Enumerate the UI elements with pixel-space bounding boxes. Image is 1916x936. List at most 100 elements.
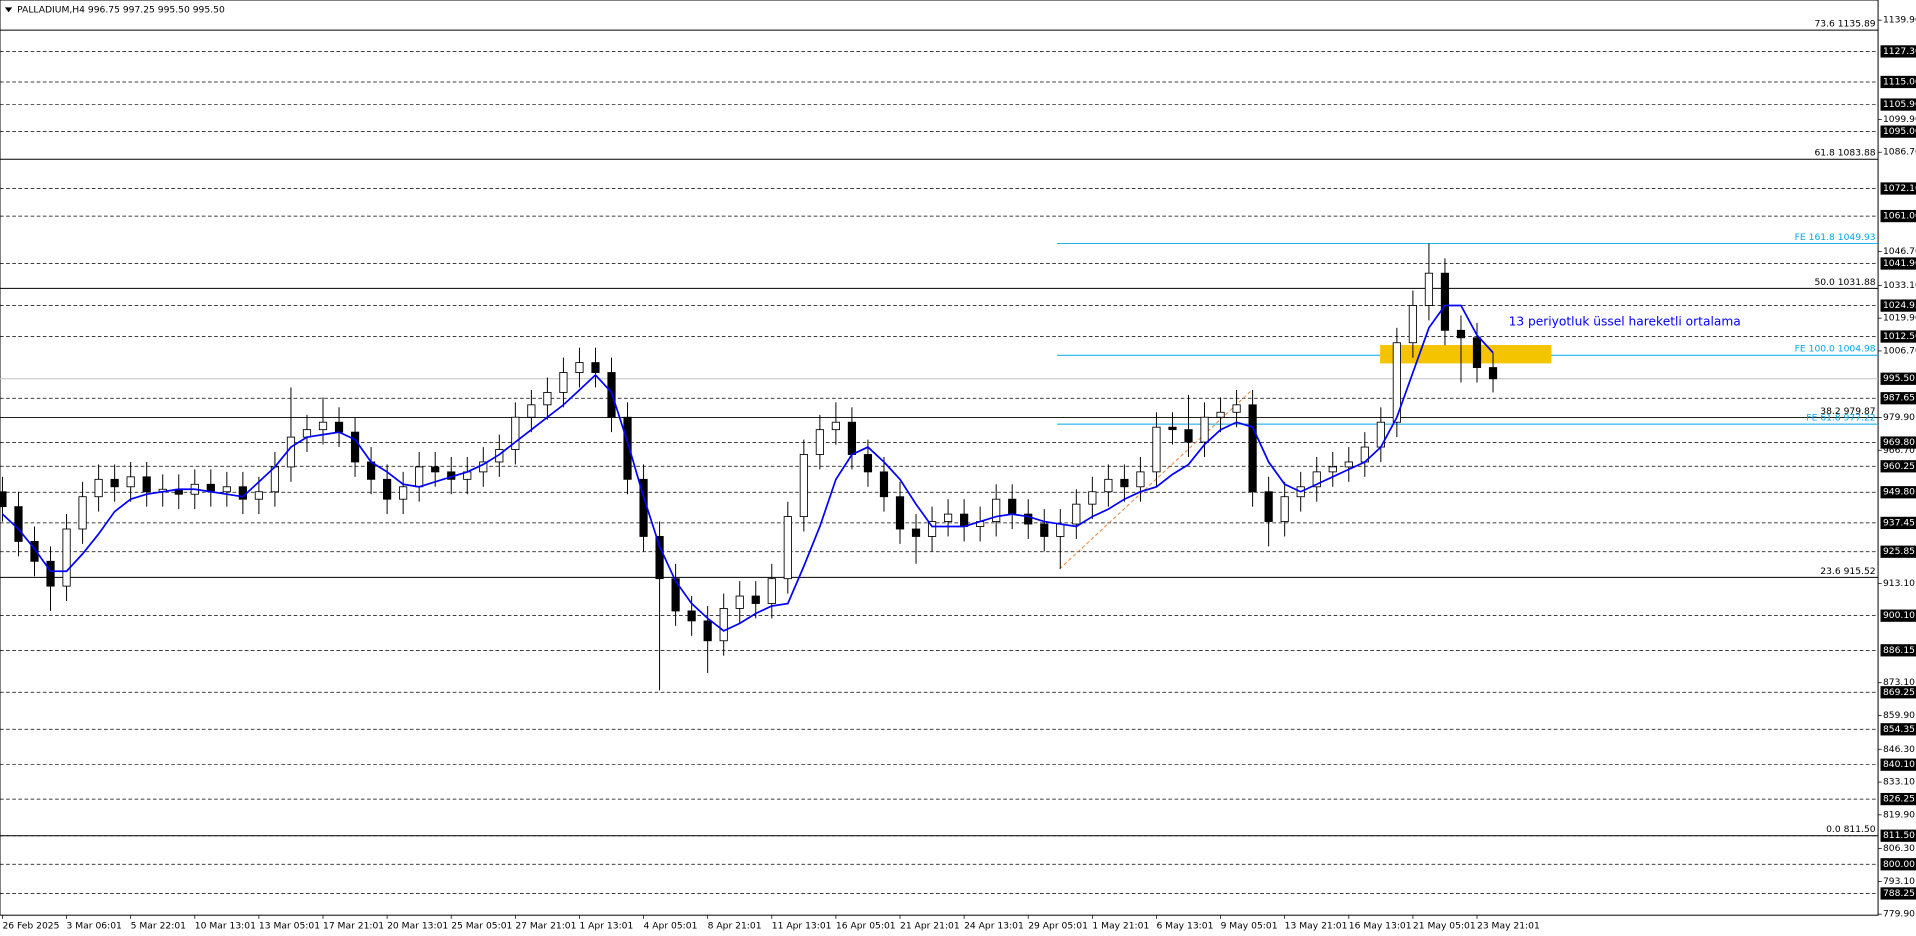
candle-body xyxy=(735,595,744,609)
candle-body xyxy=(783,516,792,580)
candle-body xyxy=(719,608,728,642)
candle-body xyxy=(863,454,873,473)
candle-body xyxy=(1024,513,1033,525)
candle-body xyxy=(623,416,632,480)
level-box xyxy=(1880,209,1916,223)
candle-body xyxy=(767,578,776,604)
level-box xyxy=(1880,257,1916,270)
candle-body xyxy=(1248,404,1257,493)
x-tick-label: 26 Feb 2025 xyxy=(2,921,59,932)
level-box xyxy=(1880,45,1916,58)
candle-body xyxy=(1056,523,1065,537)
level-box xyxy=(1880,792,1916,806)
candle-body xyxy=(286,436,296,468)
candle-body xyxy=(399,486,408,500)
level-box xyxy=(1880,545,1916,558)
y-tick-label: 1046.70 xyxy=(1883,246,1916,257)
level-label: 1041.90 xyxy=(1883,258,1916,269)
candle-body xyxy=(1216,411,1225,418)
candle-body xyxy=(14,506,23,542)
x-tick-label: 10 Mar 13:01 xyxy=(195,921,256,932)
candle-body xyxy=(334,421,344,433)
level-label: 869.25 xyxy=(1883,687,1915,698)
y-tick-label: 873.10 xyxy=(1883,677,1915,688)
x-tick-label: 16 Apr 05:01 xyxy=(836,921,896,932)
x-tick-label: 24 Apr 13:01 xyxy=(964,921,1024,932)
candle-body xyxy=(350,431,360,463)
y-tick-label: 1006.70 xyxy=(1883,345,1916,356)
candle-body xyxy=(895,496,905,530)
candle-body xyxy=(1120,478,1129,488)
level-box xyxy=(1880,330,1916,343)
marks xyxy=(0,243,1498,691)
level-box xyxy=(1880,858,1916,871)
level-label: 987.65 xyxy=(1883,393,1915,404)
level-box xyxy=(1880,609,1916,622)
candle-body xyxy=(94,478,103,498)
level-box xyxy=(1880,686,1916,699)
x-tick-label: 17 Mar 21:01 xyxy=(323,921,384,932)
candle-body xyxy=(270,466,280,493)
candle-body xyxy=(543,391,552,406)
level-label: 1072.10 xyxy=(1883,183,1916,194)
y-tick-label: 979.90 xyxy=(1883,412,1915,423)
candle-body xyxy=(671,578,680,612)
level-box xyxy=(1880,516,1916,530)
level-label: 811.50 xyxy=(1883,830,1915,841)
candle-body xyxy=(1136,471,1145,488)
candle-body xyxy=(1456,329,1466,339)
candle-body xyxy=(1280,496,1289,522)
x-tick-label: 1 Apr 13:01 xyxy=(579,921,633,932)
price-label: 995.50 xyxy=(1883,373,1915,384)
x-tick-label: 13 Mar 05:01 xyxy=(259,921,320,932)
x-tick-label: 23 May 21:01 xyxy=(1477,921,1540,932)
candle-body xyxy=(1424,272,1434,306)
fib-label: 38.2 979.87 xyxy=(1820,406,1876,417)
level-box xyxy=(1880,887,1916,900)
fib-label: 73.6 1135.89 xyxy=(1814,18,1875,29)
candle-body xyxy=(1232,404,1241,413)
candle-body xyxy=(1168,426,1177,431)
menu-icon xyxy=(4,7,13,13)
fib-label: 23.6 915.52 xyxy=(1820,566,1875,577)
y-tick-label: 819.90 xyxy=(1883,809,1915,820)
candle-body xyxy=(1328,466,1337,473)
level-label: 886.15 xyxy=(1883,645,1915,656)
candle-body xyxy=(1008,498,1017,515)
candle-body xyxy=(110,478,119,488)
y-tick-label: 1099.90 xyxy=(1883,114,1916,125)
fe-label: FE 100.0 1004.98 xyxy=(1795,344,1876,355)
candle-body xyxy=(1440,272,1450,331)
level-box xyxy=(1880,98,1916,111)
candle-body xyxy=(254,491,263,500)
grid: 1139.90 1099.90 1086.70 1046.70 1033.10 1019.… xyxy=(0,15,1916,932)
candle-body xyxy=(46,560,55,587)
y-tick-label: 1086.70 xyxy=(1883,147,1916,158)
y-tick-label: 779.90 xyxy=(1883,909,1915,920)
candle-body xyxy=(847,421,857,455)
fib-label: 0.0 811.50 xyxy=(1826,824,1876,835)
x-tick-label: 29 Apr 05:01 xyxy=(1028,921,1088,932)
y-tick-label: 859.90 xyxy=(1883,710,1915,721)
y-tick-label: 1139.90 xyxy=(1883,15,1916,26)
level-label: 826.25 xyxy=(1883,794,1915,805)
level-label: 1127.30 xyxy=(1883,46,1916,57)
candle-body xyxy=(879,471,889,498)
x-tick-label: 21 Apr 21:01 xyxy=(900,921,960,932)
candle-body xyxy=(751,595,760,604)
candle-body xyxy=(927,521,937,537)
level-label: 925.85 xyxy=(1883,546,1915,557)
fib-label: 61.8 1083.88 xyxy=(1814,148,1875,159)
x-tick-label: 1 May 21:01 xyxy=(1092,921,1149,932)
candle-body xyxy=(1200,416,1209,443)
candle-body xyxy=(222,486,231,493)
level-box xyxy=(1880,125,1916,138)
y-tick-label: 833.10 xyxy=(1883,777,1915,788)
candle-body xyxy=(511,416,520,450)
x-tick-label: 16 May 13:01 xyxy=(1349,921,1412,932)
candle-body xyxy=(495,449,504,463)
candle-body xyxy=(527,404,536,418)
y-tick-label: 913.10 xyxy=(1883,578,1915,589)
level-label: 1061.00 xyxy=(1883,211,1916,222)
level-label: 960.25 xyxy=(1883,461,1915,472)
